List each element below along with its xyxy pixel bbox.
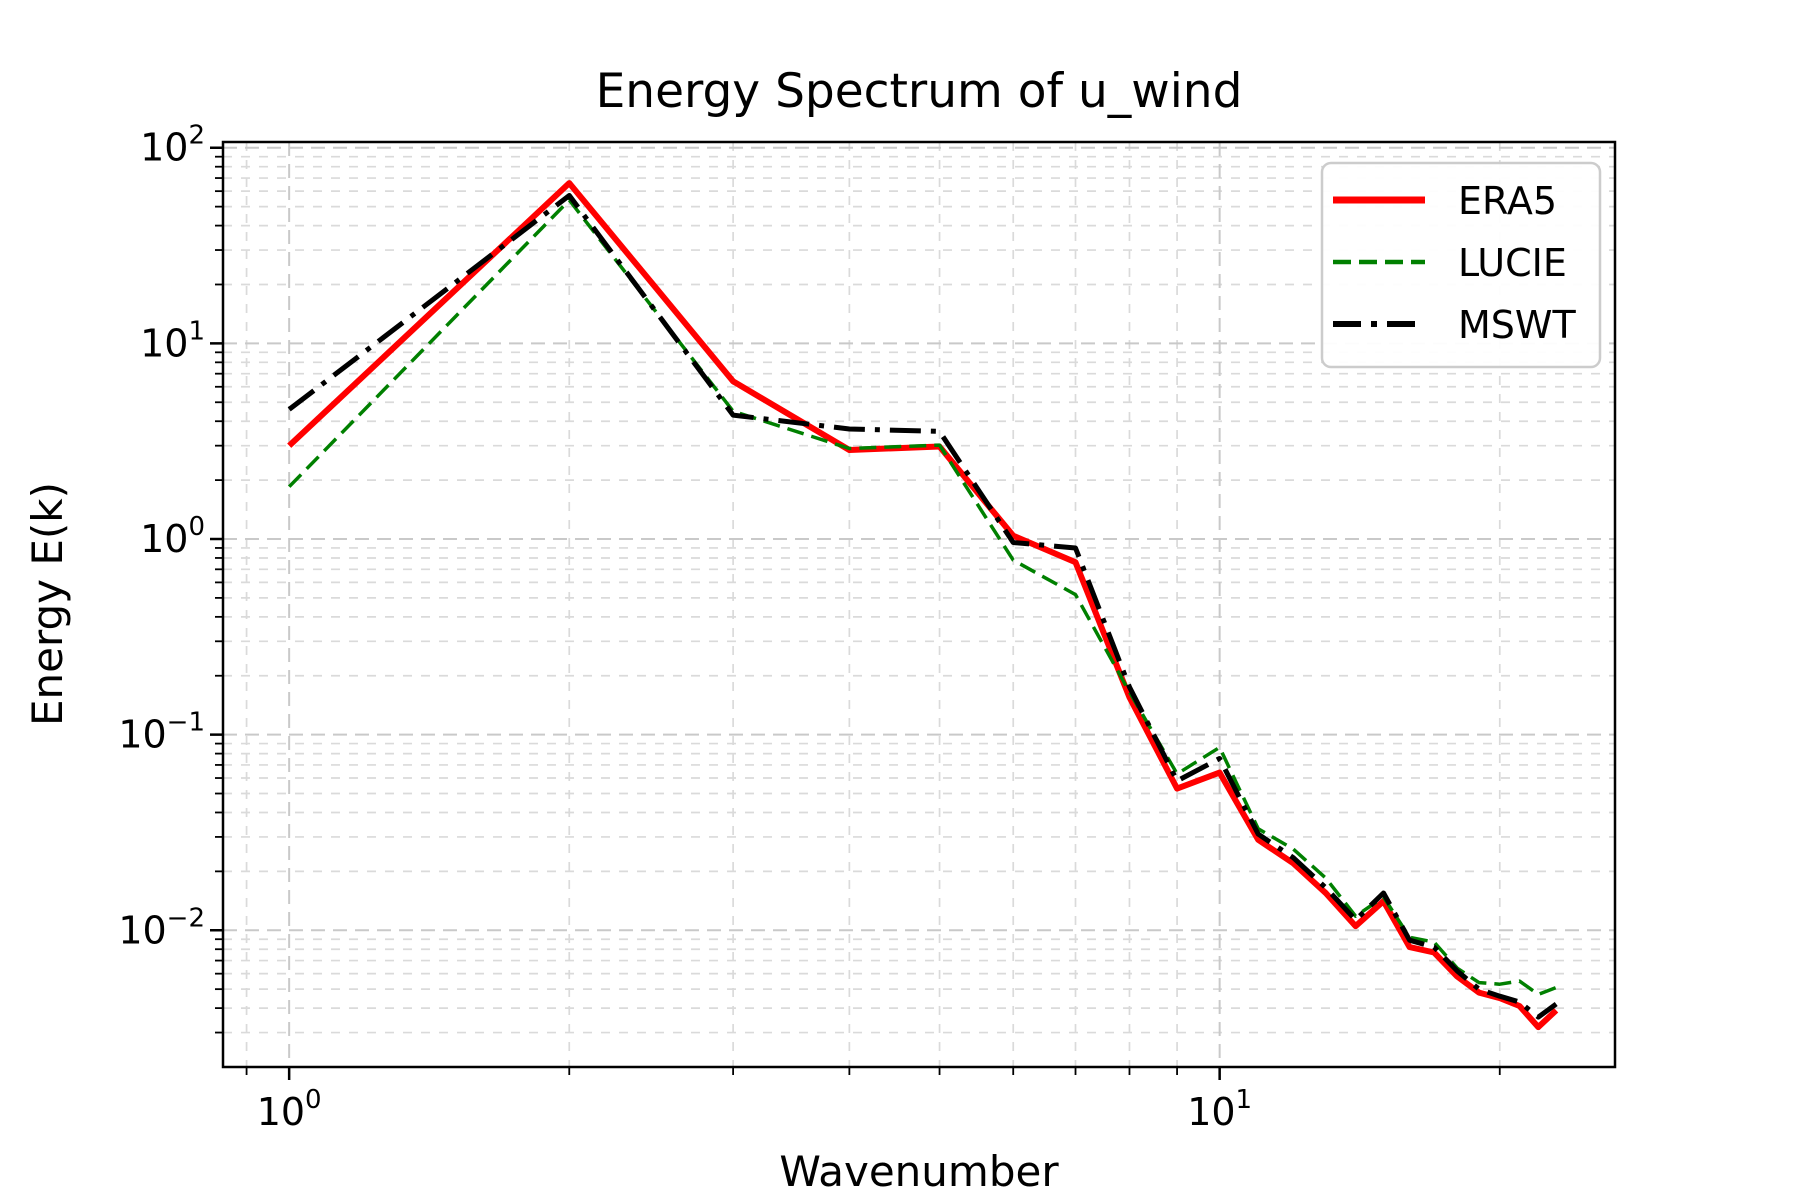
y-tick-label: 100 [140,512,205,561]
x-axis-label: Wavenumber [779,1147,1059,1196]
x-tick-label: 101 [1187,1085,1252,1134]
legend-label-mswt: MSWT [1458,303,1576,347]
chart-title: Energy Spectrum of u_wind [596,64,1243,119]
y-tick-label: 101 [140,316,205,365]
x-tick-label: 100 [257,1085,322,1134]
legend-label-lucie: LUCIE [1458,241,1567,285]
legend-label-era5: ERA5 [1458,179,1557,223]
y-tick-label: 10−2 [118,903,205,952]
legend-box [1320,161,1602,369]
axes-spines [221,140,1617,1069]
axis-ticks [210,146,1501,1080]
y-axis-label: Energy E(k) [23,482,72,726]
lucie-line [287,198,1557,997]
legend: ERA5 LUCIE MSWT [1320,161,1602,369]
axis-tick-labels: 100 101 102 101 100 10−1 10−2 [118,121,1252,1134]
series-lines [287,180,1559,1031]
mswt-line [287,193,1558,1020]
y-tick-label: 10−1 [118,708,205,757]
y-tick-label: 102 [140,121,205,170]
